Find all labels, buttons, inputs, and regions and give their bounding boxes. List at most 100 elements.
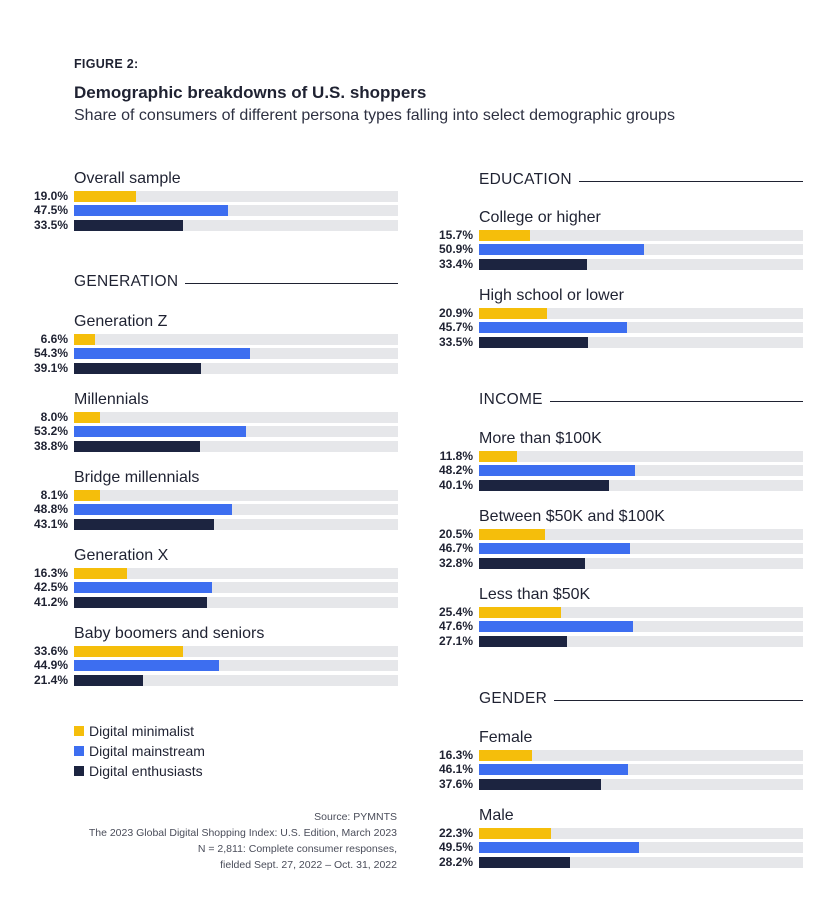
- data-label: 19.0%: [33, 189, 68, 203]
- bar-track: [479, 336, 803, 348]
- legend-item-mainstream: Digital mainstream: [74, 741, 205, 761]
- bar-row: 15.7%: [439, 228, 803, 242]
- bar-row: 53.2%: [34, 424, 398, 438]
- bar-digital-mainstream: [74, 426, 247, 438]
- section-label: GENERATION: [74, 273, 179, 290]
- bar-row: 45.7%: [439, 320, 803, 334]
- bar-row: 20.9%: [439, 306, 803, 320]
- data-label: 38.8%: [33, 438, 68, 453]
- bar-row: 44.9%: [34, 658, 398, 672]
- group-label-high-school-or-lower: High school or lower: [479, 287, 624, 304]
- bar-track: [479, 322, 803, 334]
- bar-row: 25.4%: [439, 605, 803, 619]
- bar-track: [479, 778, 803, 790]
- bar-track: [479, 543, 803, 555]
- bar-row: 39.1%: [34, 361, 398, 375]
- bar-track: [479, 764, 803, 776]
- bar-digital-enthusiasts: [479, 778, 601, 790]
- bar-row: 19.0%: [34, 189, 398, 203]
- bar-row: 47.5%: [34, 203, 398, 217]
- data-label: 8.0%: [40, 410, 68, 424]
- group-label-bridge-millennials: Bridge millennials: [74, 469, 200, 486]
- bar-track: [74, 412, 398, 423]
- data-label: 53.2%: [33, 424, 68, 439]
- bar-row: 32.8%: [439, 556, 803, 570]
- bar-track: [479, 479, 803, 491]
- legend-swatch-enthusiasts: [74, 766, 84, 776]
- bar-track: [479, 230, 803, 241]
- data-label: 16.3%: [33, 566, 68, 580]
- source-note: Source: PYMNTS The 2023 Global Digital S…: [17, 809, 397, 873]
- bar-track: [479, 557, 803, 569]
- bar-row: 11.8%: [440, 449, 803, 463]
- legend-label-minimalist: Digital minimalist: [89, 723, 195, 739]
- bar-digital-enthusiasts: [74, 596, 208, 608]
- data-label: 54.3%: [33, 346, 68, 361]
- legend-swatch-minimalist: [74, 726, 84, 736]
- bar-row: 46.1%: [439, 762, 803, 776]
- bar-row: 16.3%: [439, 748, 803, 762]
- bar-digital-enthusiasts: [479, 557, 586, 569]
- bar-digital-minimalist: [479, 308, 547, 319]
- data-label: 47.5%: [33, 203, 68, 218]
- bar-digital-enthusiasts: [74, 219, 183, 231]
- chart-subtitle: Share of consumers of different persona …: [74, 107, 675, 124]
- bar-track: [479, 635, 803, 647]
- section-header-gender: GENDER: [479, 690, 803, 708]
- bar-digital-mainstream: [479, 543, 631, 555]
- bar-row: 46.7%: [439, 541, 803, 555]
- bar-track: [479, 750, 803, 761]
- data-label: 11.8%: [439, 449, 473, 463]
- bar-digital-mainstream: [479, 465, 636, 477]
- bar-digital-mainstream: [74, 504, 233, 516]
- section-rule: [578, 181, 803, 182]
- group-label-less-than-50k: Less than $50K: [479, 586, 591, 603]
- bar-digital-enthusiasts: [479, 856, 571, 868]
- legend-swatch-mainstream: [74, 746, 84, 756]
- bar-row: 37.6%: [439, 777, 803, 791]
- data-label: 45.7%: [438, 320, 473, 335]
- data-label: 50.9%: [438, 242, 473, 257]
- section-label: INCOME: [479, 391, 543, 408]
- source-line: Source: PYMNTS: [314, 811, 397, 823]
- bar-digital-minimalist: [479, 828, 552, 839]
- bar-track: [479, 842, 803, 854]
- bar-digital-mainstream: [74, 348, 250, 360]
- bar-row: 6.6%: [41, 332, 398, 346]
- bar-row: 21.4%: [34, 673, 398, 687]
- bar-digital-enthusiasts: [479, 336, 588, 348]
- data-label: 49.5%: [438, 840, 473, 855]
- bar-row: 49.5%: [439, 840, 803, 854]
- bar-track: [479, 308, 803, 319]
- group-label-college-or-higher: College or higher: [479, 209, 601, 226]
- bar-row: 38.8%: [34, 439, 398, 453]
- bar-track: [74, 646, 398, 657]
- section-rule: [554, 700, 803, 701]
- data-label: 20.9%: [438, 306, 473, 320]
- section-rule: [185, 283, 398, 284]
- bar-track: [74, 490, 398, 501]
- bar-track: [74, 660, 398, 672]
- bar-track: [74, 348, 398, 360]
- bar-row: 22.3%: [439, 826, 803, 840]
- data-label: 32.8%: [438, 555, 473, 570]
- bar-digital-mainstream: [74, 205, 228, 217]
- bar-digital-enthusiasts: [74, 674, 144, 686]
- data-label: 27.1%: [438, 633, 473, 648]
- group-label-overall-sample: Overall sample: [74, 170, 181, 187]
- data-label: 46.1%: [438, 762, 473, 777]
- bar-row: 33.5%: [34, 218, 398, 232]
- source-line: N = 2,811: Complete consumer responses,: [197, 843, 397, 855]
- bar-digital-enthusiasts: [479, 635, 567, 647]
- group-label-baby-boomers-and-seniors: Baby boomers and seniors: [74, 625, 265, 642]
- bar-digital-minimalist: [479, 529, 546, 540]
- section-label: GENDER: [479, 690, 548, 707]
- bar-digital-mainstream: [479, 621, 634, 633]
- source-line: fielded Sept. 27, 2022 – Oct. 31, 2022: [220, 859, 397, 871]
- bar-track: [74, 362, 398, 374]
- bar-track: [479, 828, 803, 839]
- data-label: 33.4%: [438, 256, 473, 271]
- bar-row: 27.1%: [439, 634, 803, 648]
- bar-track: [74, 191, 398, 202]
- bar-row: 48.2%: [439, 463, 803, 477]
